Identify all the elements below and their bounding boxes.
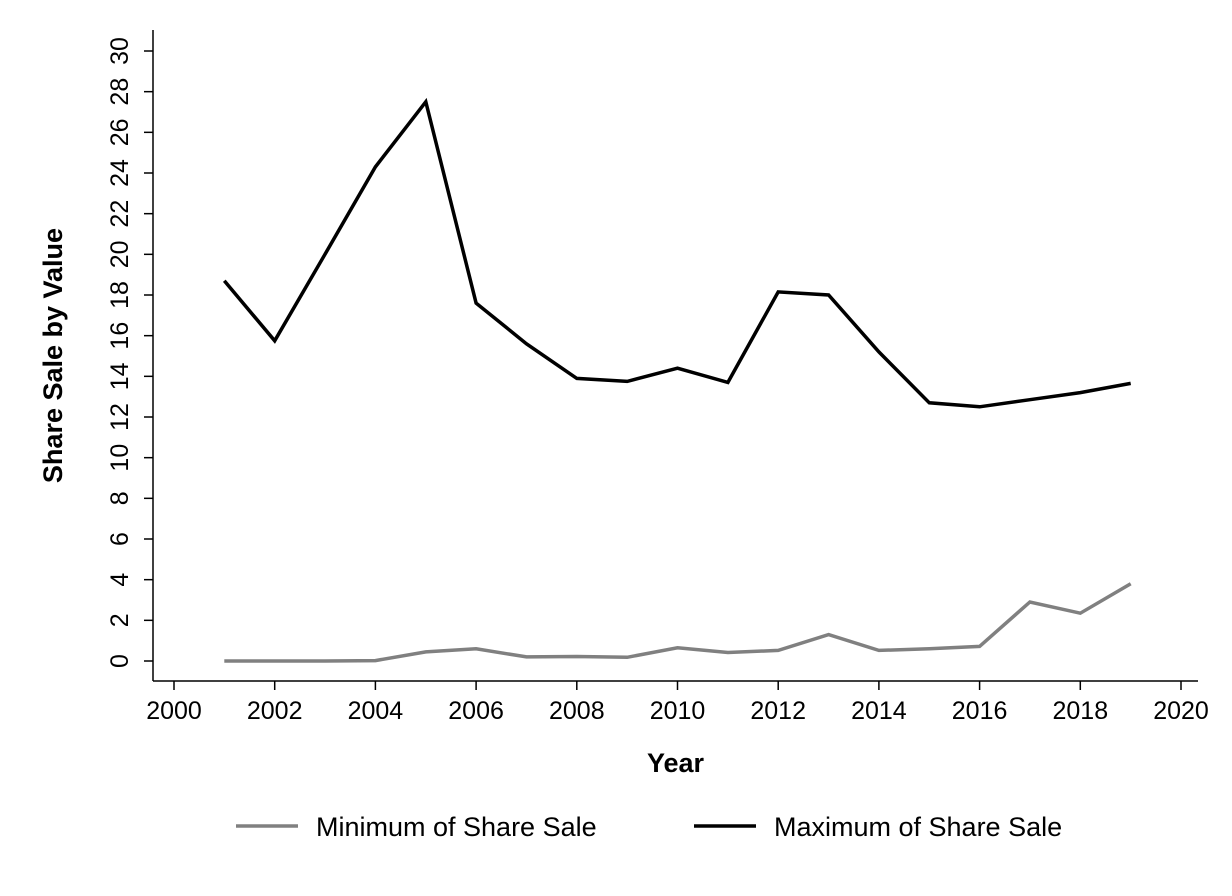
series-line-minimum [224,582,1132,663]
y-tick-label: 12 [106,403,134,431]
x-tick-label: 2010 [650,697,706,725]
series-layer [222,97,1132,663]
y-tick-label: 8 [106,491,134,505]
x-tick-label: 2016 [952,697,1008,725]
x-tick-label: 2004 [348,697,404,725]
y-tick-label: 30 [106,37,134,65]
y-tick-label: 4 [106,573,134,587]
y-tick-label: 6 [106,532,134,546]
series-line-maximum [222,97,1132,409]
x-tick-label: 2012 [750,697,806,725]
plot-frame [152,30,1198,682]
y-tick-label: 10 [106,444,134,472]
x-tick-label: 2002 [247,697,303,725]
y-tick-label: 28 [106,78,134,106]
legend-label-minimum: Minimum of Share Sale [316,812,597,842]
y-tick-label: 18 [106,281,134,309]
legend: Minimum of Share Sale Maximum of Share Sa… [236,812,1062,842]
y-tick-label: 14 [106,362,134,390]
x-tick-label: 2020 [1153,697,1209,725]
x-tick-label: 2006 [448,697,504,725]
x-tick-label: 2000 [146,697,202,725]
y-tick-label: 0 [106,654,134,668]
y-tick-label: 26 [106,118,134,146]
y-tick-label: 16 [106,322,134,350]
y-tick-label: 22 [106,200,134,228]
x-axis: 2000 2002 2004 2006 2008 2010 2012 2014 2016 2018… [146,681,1209,725]
x-tick-label: 2014 [851,697,907,725]
legend-label-maximum: Maximum of Share Sale [774,812,1062,842]
y-tick-label: 2 [106,613,134,627]
y-tick-label: 20 [106,240,134,268]
y-axis-title: Share Sale by Value [38,228,68,483]
y-tick-label: 24 [106,159,134,187]
x-axis-title: Year [647,748,705,778]
x-tick-label: 2018 [1052,697,1108,725]
x-tick-label: 2008 [549,697,605,725]
